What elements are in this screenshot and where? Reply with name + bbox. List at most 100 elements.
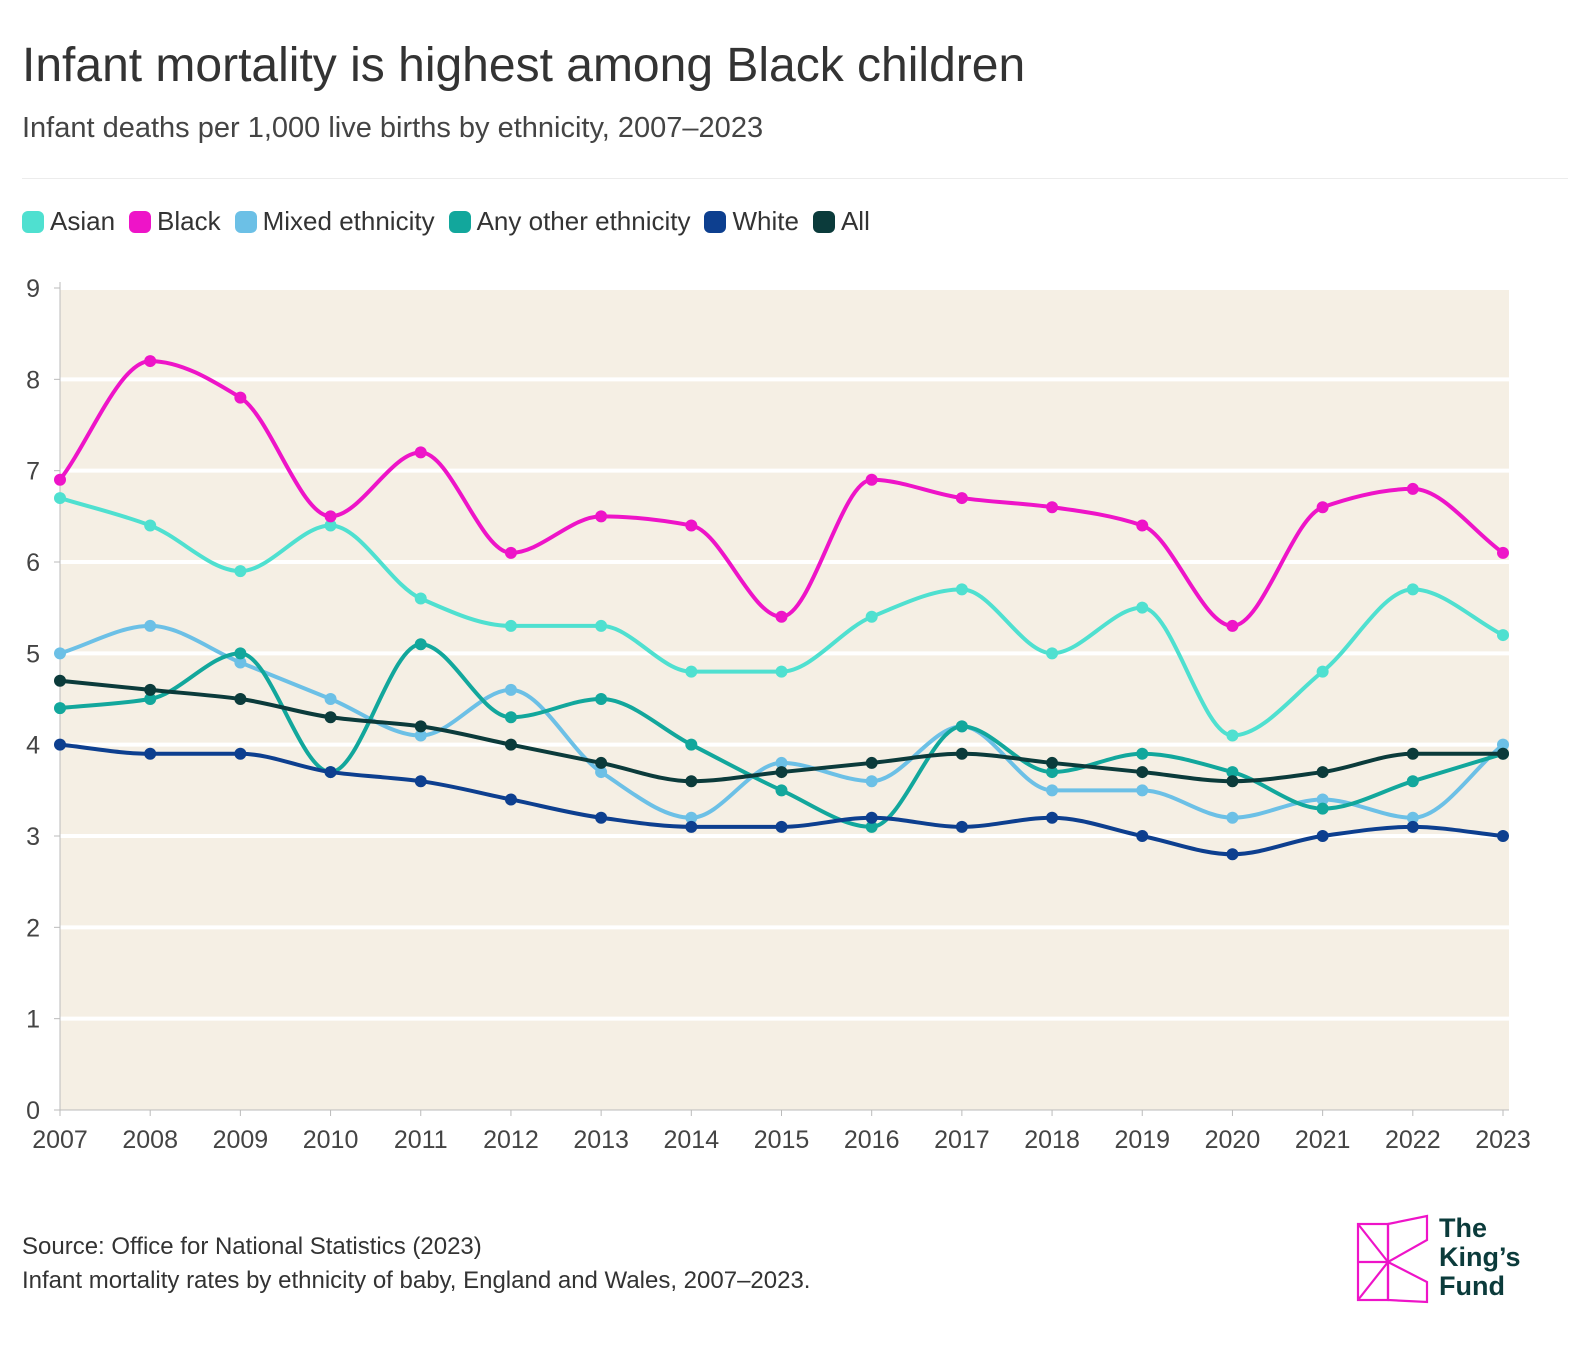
data-point-all-2021 <box>1316 766 1329 779</box>
data-point-white-2013 <box>595 811 608 824</box>
data-point-asian-2007 <box>54 492 66 505</box>
x-tick-label-2012: 2012 <box>483 1126 539 1154</box>
x-tick-label-2018: 2018 <box>1024 1126 1080 1154</box>
legend-swatch-black <box>129 210 152 233</box>
data-point-white-2009 <box>234 747 247 760</box>
x-tick-label-2022: 2022 <box>1385 1126 1441 1154</box>
data-point-any-other-ethnicity-2011 <box>414 638 427 651</box>
data-point-mixed-ethnicity-2015 <box>775 756 788 769</box>
data-point-mixed-ethnicity-2023 <box>1497 738 1509 751</box>
source-line: Source: Office for National Statistics (… <box>22 1233 482 1260</box>
data-point-all-2014 <box>685 775 698 788</box>
y-tick-label-0: 0 <box>26 1097 40 1125</box>
data-point-any-other-ethnicity-2020 <box>1226 766 1239 779</box>
data-point-asian-2012 <box>504 619 517 632</box>
data-point-asian-2018 <box>1046 647 1059 660</box>
logo-word-the: The <box>1439 1213 1488 1243</box>
source-description: Infant mortality rates by ethnicity of b… <box>22 1267 811 1294</box>
data-point-black-2013 <box>595 510 608 523</box>
data-point-any-other-ethnicity-2016 <box>865 820 878 833</box>
series-line-any-other-ethnicity <box>58 642 1505 829</box>
x-tick-label-2019: 2019 <box>1114 1126 1170 1154</box>
data-point-white-2010 <box>324 766 337 779</box>
data-point-any-other-ethnicity-2017 <box>955 720 968 733</box>
data-point-asian-2009 <box>234 565 247 578</box>
data-point-black-2012 <box>504 546 517 559</box>
x-tick-label-2011: 2011 <box>394 1126 448 1154</box>
data-point-all-2017 <box>955 747 968 760</box>
data-point-white-2018 <box>1046 811 1059 824</box>
data-point-all-2022 <box>1406 747 1419 760</box>
data-point-any-other-ethnicity-2007 <box>54 702 66 715</box>
data-point-black-2009 <box>234 391 247 404</box>
data-point-asian-2013 <box>595 619 608 632</box>
y-tick-label-1: 1 <box>26 1006 40 1034</box>
y-tick-label-3: 3 <box>26 823 40 851</box>
data-point-mixed-ethnicity-2021 <box>1316 793 1329 806</box>
data-point-mixed-ethnicity-2020 <box>1226 811 1239 824</box>
data-point-black-2021 <box>1316 501 1329 514</box>
logo-word-fund: Fund <box>1439 1271 1505 1301</box>
x-tick-label-2023: 2023 <box>1475 1126 1531 1154</box>
data-point-asian-2010 <box>324 519 337 532</box>
data-point-asian-2015 <box>775 665 788 678</box>
data-point-white-2017 <box>955 820 968 833</box>
legend-label-asian: Asian <box>50 206 116 236</box>
data-point-asian-2016 <box>865 610 878 623</box>
data-point-black-2020 <box>1226 619 1239 632</box>
data-point-black-2018 <box>1046 501 1059 514</box>
data-point-white-2020 <box>1226 848 1239 861</box>
data-point-black-2017 <box>955 492 968 505</box>
data-point-mixed-ethnicity-2009 <box>234 656 247 669</box>
legend-swatch-mixed-ethnicity <box>234 210 257 233</box>
data-point-white-2021 <box>1316 830 1329 842</box>
legend-item-any-other-ethnicity: Any other ethnicity <box>448 206 690 237</box>
line-chart: 0 1 2 3 4 5 6 7 8 9 2007 2008 2009 2010 2011 2012 2013 20… <box>26 275 1531 1154</box>
data-point-all-2011 <box>414 720 427 733</box>
data-point-asian-2017 <box>955 583 968 596</box>
data-point-black-2022 <box>1406 482 1419 495</box>
kings-fund-logo-mark <box>1356 1214 1429 1304</box>
chart-title: Infant mortality is highest among Black … <box>22 39 1026 92</box>
data-point-mixed-ethnicity-2012 <box>504 683 517 696</box>
data-point-all-2018 <box>1046 756 1059 769</box>
legend-label-white: White <box>732 206 799 236</box>
data-point-black-2015 <box>775 610 788 623</box>
y-tick-label-6: 6 <box>26 549 40 577</box>
data-point-asian-2021 <box>1316 665 1329 678</box>
data-point-mixed-ethnicity-2010 <box>324 693 337 705</box>
data-point-mixed-ethnicity-2007 <box>54 647 66 660</box>
data-point-asian-2014 <box>685 665 698 678</box>
data-point-any-other-ethnicity-2021 <box>1316 802 1329 815</box>
data-point-asian-2019 <box>1136 601 1149 614</box>
data-point-black-2010 <box>324 510 337 523</box>
legend-item-asian: Asian <box>22 206 115 237</box>
series-line-black <box>58 359 1505 628</box>
data-point-any-other-ethnicity-2015 <box>775 784 788 797</box>
x-tick-label-2007: 2007 <box>32 1126 88 1154</box>
data-point-asian-2022 <box>1406 583 1419 596</box>
header-divider <box>22 178 1568 179</box>
y-tick-label-8: 8 <box>26 366 40 394</box>
data-point-black-2019 <box>1136 519 1149 532</box>
x-tick-label-2015: 2015 <box>754 1126 810 1154</box>
x-tick-label-2008: 2008 <box>122 1126 178 1154</box>
x-tick-label-2014: 2014 <box>664 1126 720 1154</box>
data-point-all-2009 <box>234 693 247 705</box>
data-point-white-2019 <box>1136 830 1149 842</box>
data-point-all-2020 <box>1226 775 1239 788</box>
legend-label-black: Black <box>157 206 221 236</box>
data-point-mixed-ethnicity-2016 <box>865 775 878 788</box>
data-point-black-2008 <box>144 355 157 368</box>
data-point-white-2008 <box>144 747 157 760</box>
data-point-white-2015 <box>775 820 788 833</box>
legend-label-all: All <box>840 206 870 236</box>
data-point-any-other-ethnicity-2013 <box>595 693 608 705</box>
data-point-mixed-ethnicity-2014 <box>685 811 698 824</box>
legend-item-mixed-ethnicity: Mixed ethnicity <box>234 206 435 237</box>
x-tick-label-2010: 2010 <box>303 1126 359 1154</box>
kings-fund-logo: The King’s Fund <box>1355 1212 1545 1307</box>
data-point-all-2008 <box>144 683 157 696</box>
x-tick-label-2013: 2013 <box>573 1126 629 1154</box>
data-point-black-2007 <box>54 473 66 486</box>
